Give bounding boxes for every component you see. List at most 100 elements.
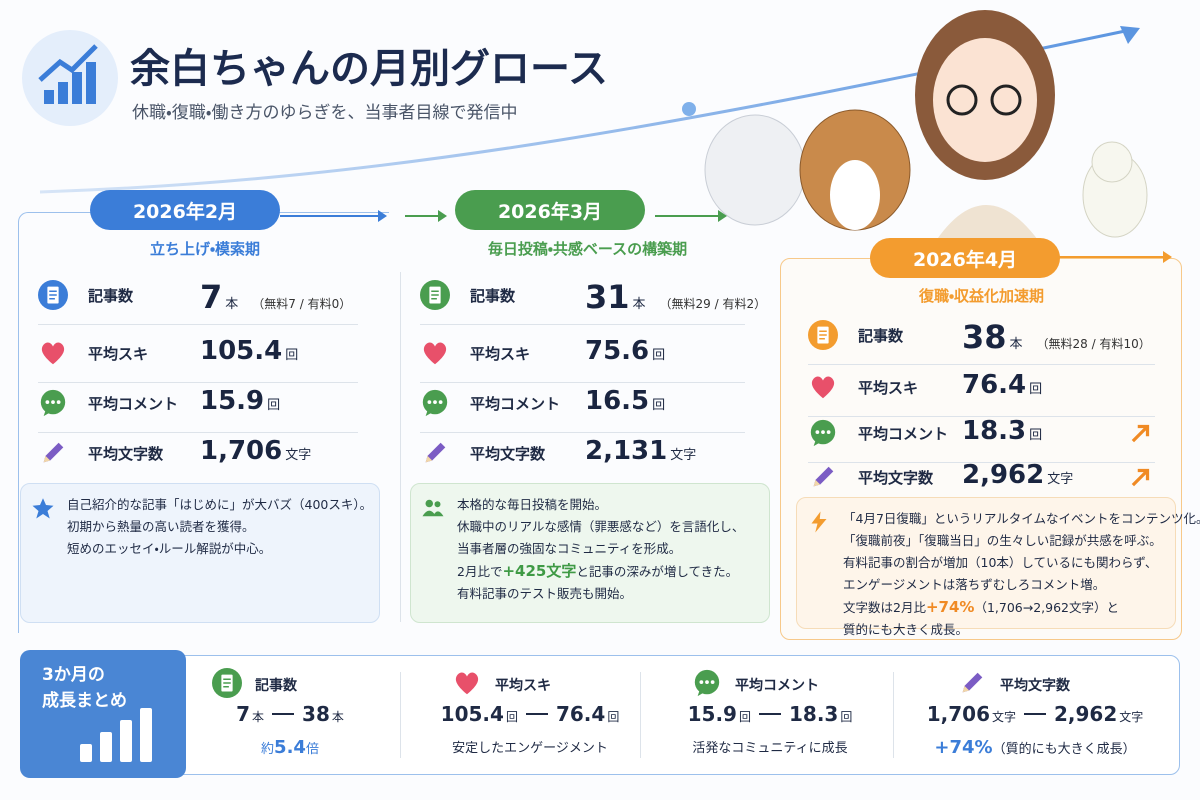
summary-to-unit: 本	[331, 710, 344, 724]
row-separator	[808, 416, 1155, 417]
summary-from-unit: 回	[505, 710, 518, 724]
summary-to: 18.3	[789, 702, 839, 726]
notes-box: 自己紹介的な記事「はじめに」が大バズ（400スキ）。 初期から熱量の高い読者を獲得…	[20, 483, 380, 623]
note-line: 短めのエッセイ・ルール解説が中心。	[67, 541, 272, 556]
stat-row: 平均文字数	[470, 443, 545, 464]
note-line: 休職中のリアルな感情（罪悪感など）を言語化し、	[457, 519, 745, 534]
flow-arrowhead	[718, 210, 727, 222]
summary-frame	[20, 655, 1180, 775]
summary-sub: +74%（質的にも大きく成長）	[905, 737, 1165, 758]
summary-to-unit: 回	[607, 710, 620, 724]
summary-bar-icon	[100, 732, 112, 762]
stat-row: 平均文字数	[88, 443, 163, 464]
doc-icon	[808, 320, 838, 350]
summary-name: 記事数	[255, 678, 297, 694]
stat-unit: 回	[652, 348, 666, 363]
flow-arrowhead	[1163, 251, 1172, 263]
title: 余白ちゃんの月別グロース	[130, 46, 608, 92]
summary-values: 1,706 文字 2,962 文字	[905, 702, 1165, 726]
logo-line	[38, 44, 98, 82]
stat-note: （無料29 / 有料2）	[659, 297, 767, 311]
summary-from: 105.4	[440, 702, 504, 726]
stat-value-row: 18.3 回	[962, 416, 1042, 446]
stat-unit: 本	[1009, 337, 1023, 352]
pencil-icon	[425, 442, 446, 463]
note-before: 文字数は2月比	[843, 600, 926, 615]
curve-arrow	[1120, 26, 1140, 44]
stat-row: 平均コメント	[88, 393, 178, 414]
note-line: 本格的な毎日投稿を開始。	[457, 497, 608, 512]
summary-sub: 約5.4倍	[160, 737, 420, 758]
stat-name: 平均スキ	[858, 379, 919, 397]
stat-name: 記事数	[858, 327, 904, 345]
stat-value: 76.4	[962, 370, 1027, 400]
summary-sub-after: （質的にも大きく成長）	[992, 742, 1136, 757]
comment-icon	[694, 669, 720, 697]
note-line: 自己紹介的な記事「はじめに」が大バズ（400スキ）。	[67, 497, 373, 512]
stat-row: 平均文字数	[858, 467, 933, 488]
flow-arrowhead	[378, 210, 387, 222]
row-separator	[808, 462, 1155, 463]
stat-value: 75.6	[585, 336, 650, 366]
row-separator	[420, 382, 745, 383]
summary-to-unit: 回	[840, 710, 853, 724]
note-before: 2月比で	[457, 564, 503, 579]
note-line: 文字数は2月比+74%（1,706→2,962文字）と	[843, 596, 1165, 619]
stat-row: 平均スキ	[858, 377, 918, 398]
stat-unit: 回	[1029, 428, 1043, 443]
stat-unit: 回	[652, 398, 666, 413]
summary-sub-before: 約	[261, 742, 275, 757]
stat-unit: 本	[632, 297, 646, 312]
stat-value-row: 31 本 （無料29 / 有料2）	[585, 278, 766, 316]
stat-value-row: 16.5 回	[585, 386, 665, 416]
notes-box: 本格的な毎日投稿を開始。 休職中のリアルな感情（罪悪感など）を言語化し、 当事者層の…	[410, 483, 770, 623]
heart-icon	[41, 342, 65, 365]
stat-value-row: 2,962 文字	[962, 460, 1073, 490]
pencil-icon	[43, 442, 64, 463]
doc-icon	[420, 280, 450, 310]
logo-bars	[44, 62, 96, 104]
note-highlight: +425文字	[502, 562, 577, 580]
trend-icon	[1131, 424, 1150, 443]
stat-name: 記事数	[470, 287, 516, 305]
heart-icon	[423, 342, 447, 365]
stat-value-row: 76.4 回	[962, 370, 1042, 400]
stat-value: 2,962	[962, 460, 1045, 490]
flow-arrow	[655, 215, 720, 217]
summary-to: 38	[302, 702, 330, 726]
stat-name: 平均コメント	[858, 425, 949, 443]
stat-row: 平均スキ	[88, 343, 148, 364]
note-line: 「4月7日復職」というリアルタイムなイベントをコンテンツ化。	[843, 511, 1200, 526]
stat-value-row: 1,706 文字	[200, 436, 311, 466]
summary-sub-highlight: +74%	[934, 737, 993, 758]
summary-name: 平均スキ	[495, 678, 551, 694]
stat-value: 18.3	[962, 416, 1027, 446]
stat-value: 2,131	[585, 436, 668, 466]
flow-arrowhead	[438, 210, 447, 222]
summary-arrow	[525, 713, 548, 715]
stat-value-row: 38 本 （無料28 / 有料10）	[962, 318, 1151, 356]
stat-row: 平均コメント	[858, 423, 948, 444]
stat-name: 平均スキ	[470, 345, 531, 363]
row-separator	[420, 324, 745, 325]
heart-icon	[455, 672, 479, 695]
stat-name: 平均文字数	[88, 445, 164, 463]
notes-box: 「4月7日復職」というリアルタイムなイベントをコンテンツ化。 「復職前夜」「復職当…	[796, 497, 1200, 637]
row-separator	[38, 324, 358, 325]
bolt-icon	[811, 511, 827, 533]
note-line: 有料記事のテスト販売も開始。	[457, 586, 633, 601]
stat-unit: 文字	[1047, 472, 1074, 487]
stat-value-row: 2,131 文字	[585, 436, 696, 466]
summary-name: 平均コメント	[735, 678, 819, 694]
stat-row: 平均スキ	[470, 343, 530, 364]
stat-unit: 回	[285, 348, 299, 363]
decoration	[22, 10, 1148, 250]
stat-note: （無料28 / 有料10）	[1036, 337, 1151, 351]
star-icon	[32, 498, 54, 519]
summary-from-unit: 文字	[991, 710, 1016, 724]
note-line: 質的にも大きく成長。	[843, 622, 969, 637]
stat-value: 7	[200, 278, 223, 316]
summary-title: 3か月の	[42, 665, 105, 685]
trend-icon	[1131, 468, 1150, 487]
